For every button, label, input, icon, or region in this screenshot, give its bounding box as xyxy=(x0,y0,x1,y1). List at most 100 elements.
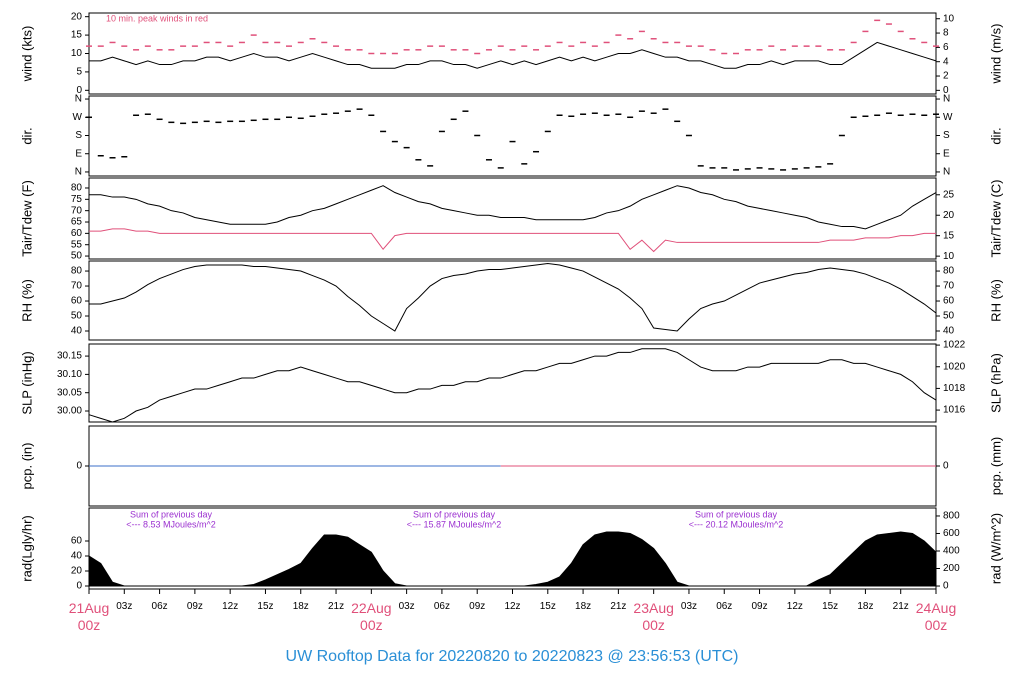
x-tick-label: 06z xyxy=(716,601,733,612)
y-tick-label: 30.15 xyxy=(57,351,82,362)
y-tick-label: 40 xyxy=(943,326,955,337)
line xyxy=(88,348,937,423)
y-tick-label: 60 xyxy=(71,228,83,239)
y-tick-label: 15 xyxy=(943,230,955,241)
x-tick-label: 15z xyxy=(822,601,839,612)
area xyxy=(88,531,937,587)
y-tick-label: 60 xyxy=(71,296,83,307)
y-tick-label: 15 xyxy=(71,30,83,41)
annotation: Sum of previous day xyxy=(413,509,496,519)
y-tick-label: 40 xyxy=(71,326,83,337)
y-tick-label: W xyxy=(943,112,953,123)
y-tick-label: 0 xyxy=(943,581,949,592)
line xyxy=(89,41,937,69)
annotation: 10 min. peak winds in red xyxy=(106,13,208,23)
y-tick-label: 200 xyxy=(943,563,960,574)
y2-axis-label: RH (%) xyxy=(988,279,1003,322)
panel-frame xyxy=(88,507,937,590)
annotation: Sum of previous day xyxy=(130,509,213,519)
x-tick-label: 21Aug 00z xyxy=(68,600,110,633)
y-tick-label: 65 xyxy=(71,217,83,228)
y-tick-label: 0 xyxy=(76,85,82,96)
y-tick-label: 30.00 xyxy=(57,406,82,417)
x-tick-label: 18z xyxy=(575,601,592,612)
y-tick-label: 400 xyxy=(943,546,960,557)
y-tick-label: 8 xyxy=(943,28,949,39)
y2-axis-label: dir. xyxy=(988,127,1003,144)
y-tick-label: 30.10 xyxy=(57,369,82,380)
x-tick-label: 12z xyxy=(504,601,521,612)
y-tick-label: N xyxy=(943,167,950,178)
y-tick-label: 70 xyxy=(71,205,83,216)
x-tick-label: 09z xyxy=(469,601,486,612)
x-tick-label: 18z xyxy=(857,601,874,612)
line xyxy=(89,228,936,253)
y-tick-label: 1020 xyxy=(943,361,966,372)
panel-frame xyxy=(88,260,937,341)
y-tick-label: 55 xyxy=(71,239,83,250)
x-tick-label: 15z xyxy=(257,601,274,612)
chart-title: UW Rooftop Data for 20220820 to 20220823… xyxy=(285,648,739,665)
y-tick-label: 4 xyxy=(943,56,949,67)
y-tick-label: 1016 xyxy=(943,405,966,416)
x-tick-label: 03z xyxy=(680,601,698,612)
y-tick-label: 80 xyxy=(71,183,83,194)
y-tick-label: S xyxy=(75,130,82,141)
y-tick-label: N xyxy=(75,167,82,178)
y-axis-label: rad(Lgly/hr) xyxy=(19,515,34,581)
x-tick-label: 24Aug 00z xyxy=(915,600,957,633)
y-tick-label: 20 xyxy=(71,11,83,22)
x-tick-label: 09z xyxy=(751,601,768,612)
x-tick-label: 06z xyxy=(433,601,450,612)
y-tick-label: 6 xyxy=(943,42,949,53)
x-tick-label: 18z xyxy=(292,601,309,612)
line xyxy=(89,263,937,332)
x-tick-label: 23Aug 00z xyxy=(633,600,674,633)
y-tick-label: 20 xyxy=(71,566,83,577)
y-tick-label: 10 xyxy=(943,251,955,262)
y-axis-label: wind (kts) xyxy=(19,26,34,83)
y-tick-label: 10 xyxy=(71,48,83,59)
y-tick-label: 0 xyxy=(76,581,82,592)
y-axis-label: pcp. (in) xyxy=(19,443,34,490)
y-tick-label: 75 xyxy=(71,194,83,205)
y-tick-label: 40 xyxy=(71,551,83,562)
x-tick-label: 03z xyxy=(398,601,415,612)
y-tick-label: 0 xyxy=(943,85,949,96)
y-tick-label: E xyxy=(75,148,82,159)
x-tick-label: 21z xyxy=(892,601,909,612)
y-tick-label: 5 xyxy=(76,67,82,78)
y-tick-label: 0 xyxy=(943,461,949,472)
y-tick-label: 30.05 xyxy=(57,387,82,398)
x-tick-label: 03z xyxy=(116,601,133,612)
x-tick-label: 22Aug 00z xyxy=(351,600,392,633)
y-tick-label: S xyxy=(943,130,950,141)
y-tick-label: 10 xyxy=(943,13,955,24)
y-axis-label: SLP (inHg) xyxy=(19,351,34,414)
x-tick-label: 15z xyxy=(539,601,556,612)
y-tick-label: 1022 xyxy=(943,340,966,351)
y-axis-label: RH (%) xyxy=(19,279,34,322)
y-tick-label: 50 xyxy=(71,251,83,262)
annotation: <--- 8.53 MJoules/m^2 xyxy=(126,519,216,529)
y-tick-label: 0 xyxy=(76,461,82,472)
y-axis-label: dir. xyxy=(19,127,34,144)
y-tick-label: E xyxy=(943,148,950,159)
y2-axis-label: pcp. (mm) xyxy=(988,437,1003,496)
y-tick-label: W xyxy=(73,112,83,123)
y-tick-label: 1018 xyxy=(943,383,966,394)
y-tick-label: N xyxy=(75,94,82,105)
y2-axis-label: Tair/Tdew (C) xyxy=(988,179,1003,257)
y2-axis-label: SLP (hPa) xyxy=(988,353,1003,413)
annotation: <--- 20.12 MJoules/m^2 xyxy=(689,519,784,529)
y-tick-label: 70 xyxy=(71,281,83,292)
x-tick-label: 12z xyxy=(222,601,239,612)
panel-frame xyxy=(88,177,937,260)
panel-frame xyxy=(88,12,937,95)
x-tick-label: 12z xyxy=(786,601,803,612)
annotation: <--- 15.87 MJoules/m^2 xyxy=(407,519,502,529)
y-tick-label: 60 xyxy=(943,296,955,307)
x-tick-label: 09z xyxy=(186,601,203,612)
